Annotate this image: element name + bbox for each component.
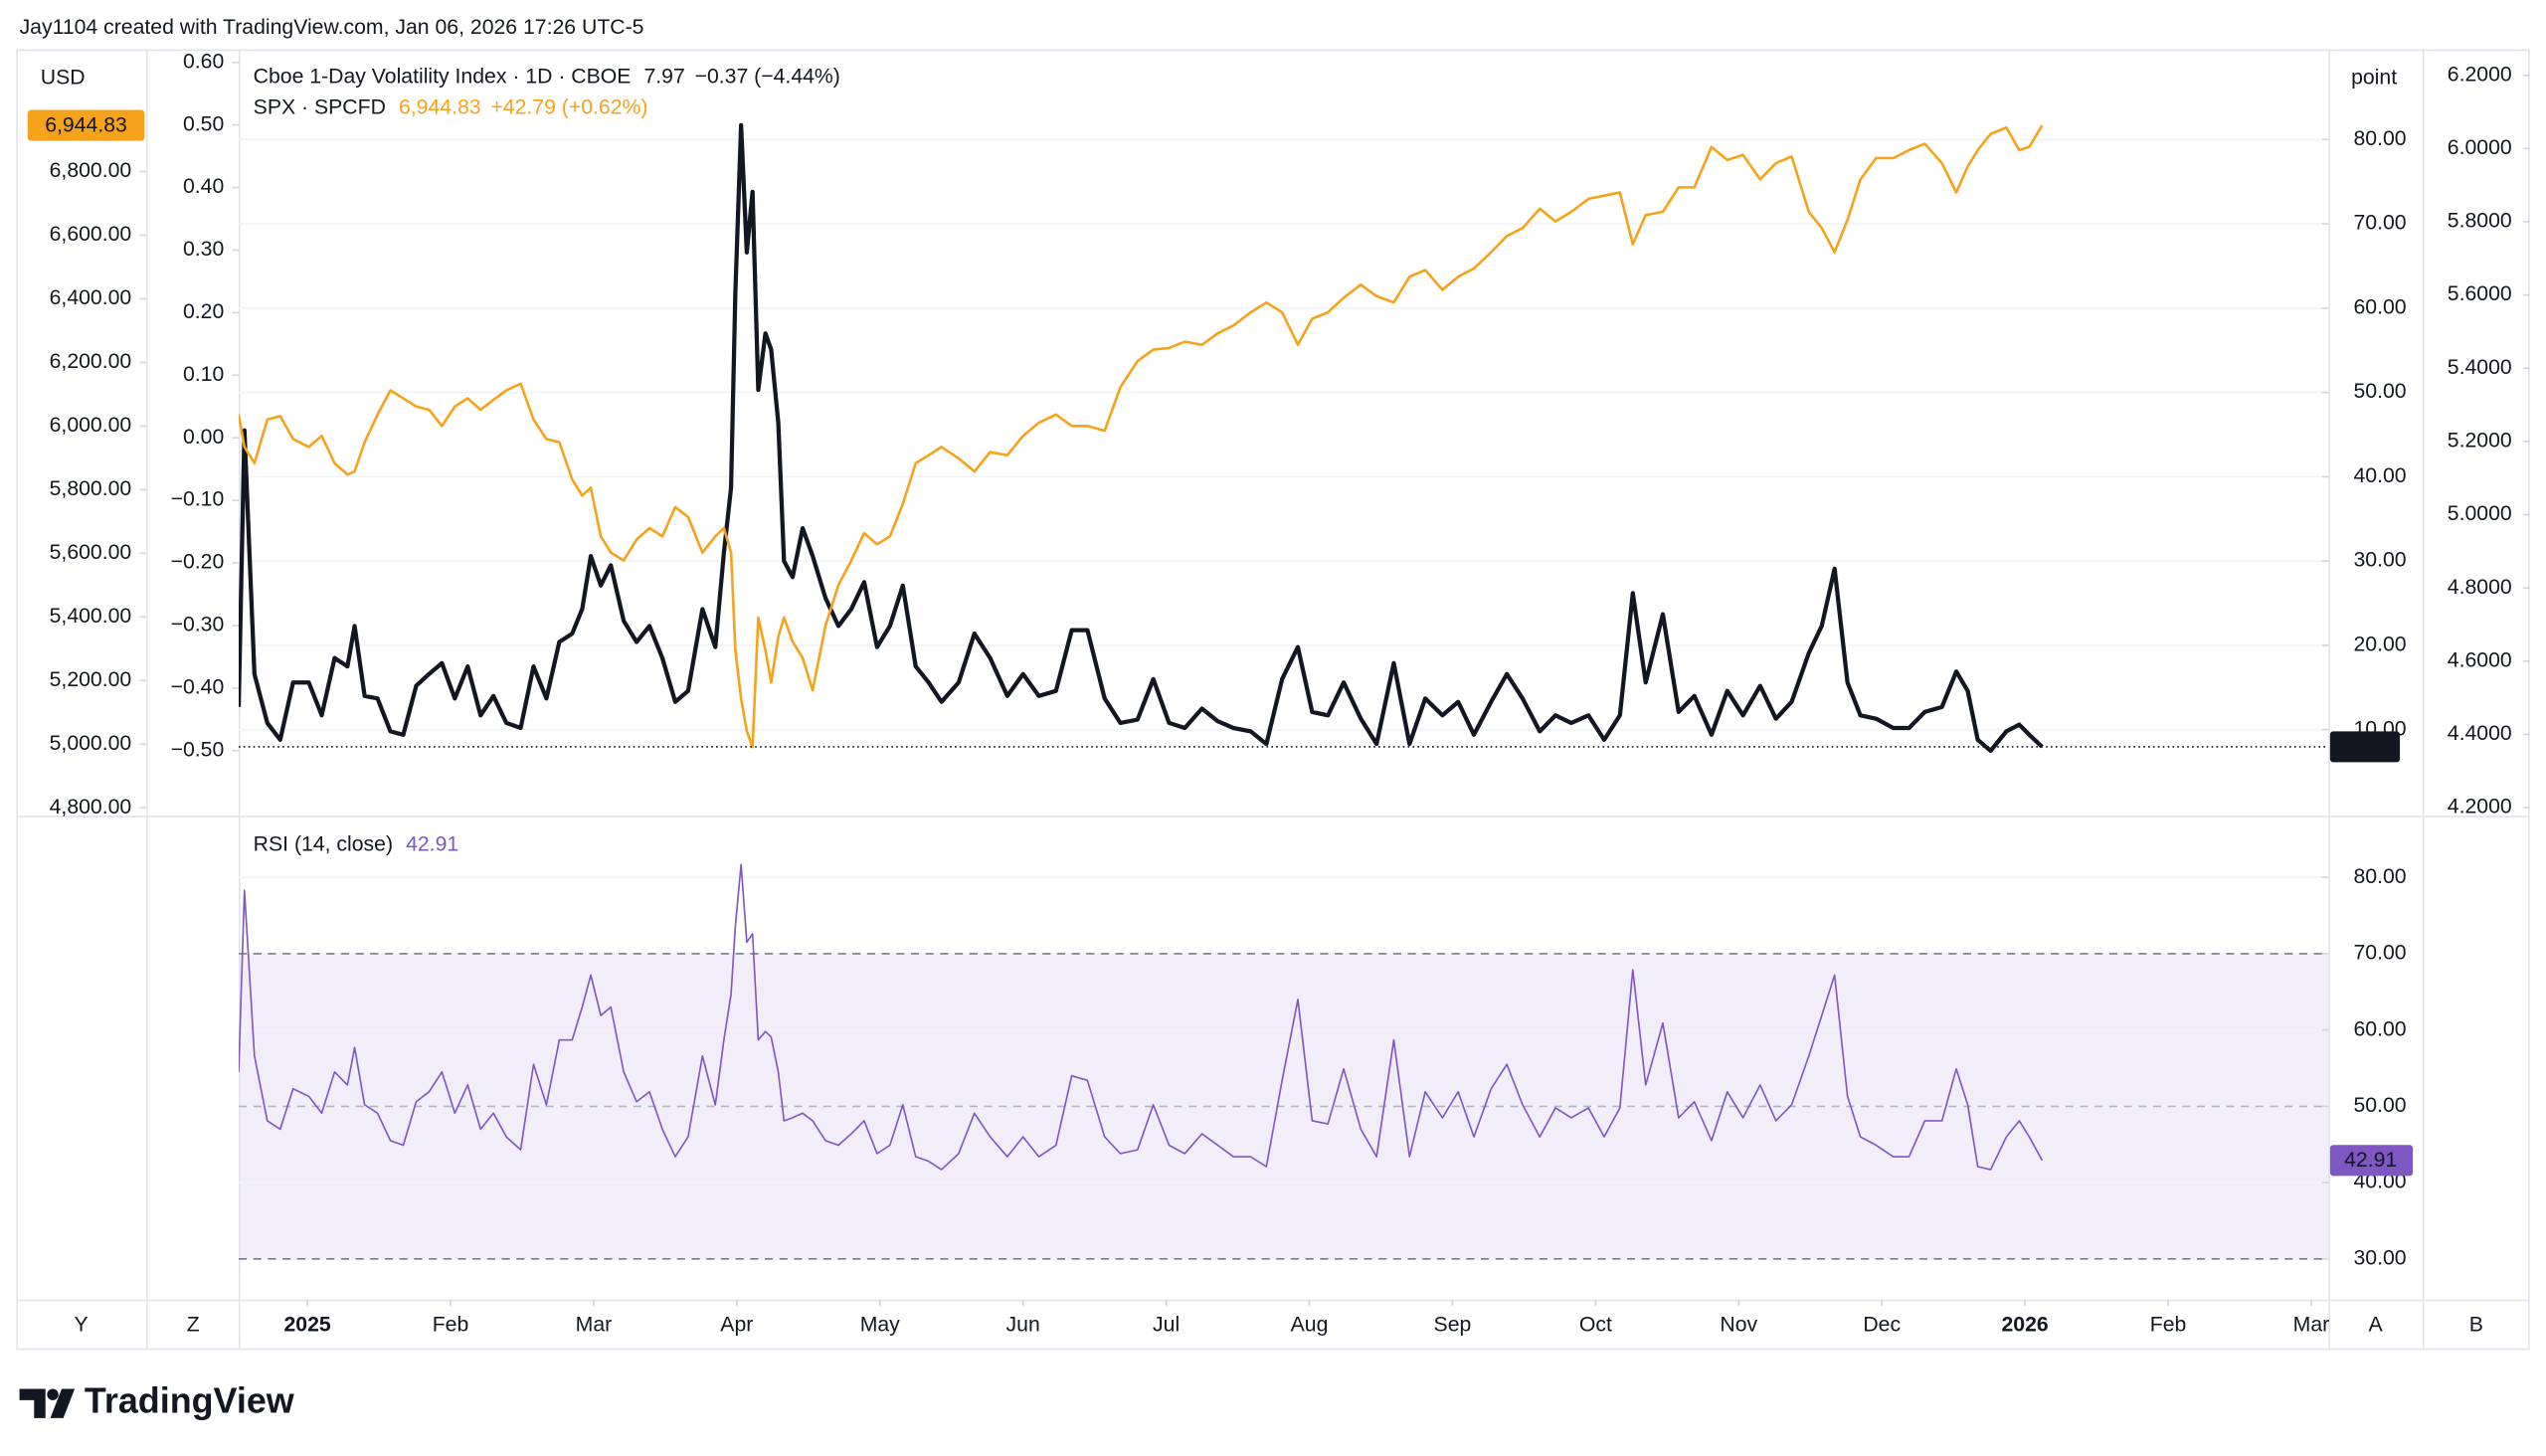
y-tick-label: 0.20 [183, 300, 224, 323]
x-tick-label: Apr [720, 1313, 753, 1336]
logo-mark [50, 1388, 76, 1418]
y-tick-label: 4.8000 [2448, 576, 2512, 599]
y-tick-label: 5.8000 [2448, 210, 2512, 233]
y-tick-label: 20.00 [2353, 634, 2406, 656]
y-tick-label: 60.00 [2353, 295, 2406, 318]
y-tick-label: 30.00 [2353, 1246, 2406, 1269]
y-tick-label: −0.10 [171, 488, 225, 511]
y-tick-label: −0.20 [171, 551, 225, 574]
legend-change: +42.79 (+0.62%) [490, 95, 647, 118]
y-tick-label: −0.40 [171, 675, 225, 698]
y-tick-label: 50.00 [2353, 380, 2406, 403]
x-tick-label: Aug [1291, 1313, 1329, 1336]
y-tick-label: 5.6000 [2448, 282, 2512, 305]
x-tick-label: Feb [433, 1313, 469, 1336]
x-tick-label: Mar [576, 1313, 613, 1336]
y-tick-label: 60.00 [2353, 1017, 2406, 1040]
legend-entry: RSI (14, close) 42.91 [254, 832, 458, 855]
y-tick-label: 4.6000 [2448, 648, 2512, 671]
y-tick-label: 6,200.00 [50, 350, 132, 373]
toolbar-button[interactable]: B [2469, 1313, 2483, 1336]
price-label: 6,944.83 [45, 113, 127, 136]
x-tick-label: 2026 [2002, 1313, 2049, 1336]
toolbar-button[interactable]: A [2368, 1313, 2383, 1336]
y-tick-label: 40.00 [2353, 464, 2406, 487]
legend-value: 7.97 [643, 65, 684, 88]
y-tick-label: 6,600.00 [50, 223, 132, 246]
legend-entry: SPX · SPCFD 6,944.83 +42.79 (+0.62%) [254, 95, 648, 118]
y-tick-label: 6,000.00 [50, 414, 132, 437]
series-line [239, 124, 2044, 749]
price-label-box [2329, 731, 2401, 763]
y-tick-label: −0.50 [171, 738, 225, 761]
x-tick-label: Jun [1006, 1313, 1040, 1336]
left-axis-unit: USD [41, 67, 86, 90]
legend-value: 42.91 [406, 832, 458, 855]
y-tick-label: 40.00 [2353, 1171, 2406, 1193]
x-tick-label: May [860, 1313, 900, 1336]
series-line [239, 122, 2044, 754]
y-tick-label: 0.30 [183, 238, 224, 261]
y-tick-label: 0.00 [183, 426, 224, 449]
brand-name: TradingView [85, 1380, 294, 1421]
frame-border [16, 49, 2530, 1351]
y-tick-label: 5,000.00 [50, 732, 132, 755]
right-axis-unit: point [2351, 67, 2397, 90]
x-tick-label: Mar [2293, 1313, 2330, 1336]
price-label-box [2329, 1145, 2414, 1177]
legend-name: Cboe 1-Day Volatility Index · 1D · CBOE [254, 65, 632, 88]
legend-name: RSI (14, close) [254, 832, 393, 855]
x-tick-label: Jul [1153, 1313, 1180, 1336]
y-tick-label: −0.30 [171, 614, 225, 637]
y-tick-label: 5.0000 [2448, 502, 2512, 525]
y-tick-label: 0.60 [183, 50, 224, 73]
y-tick-label: 30.00 [2353, 549, 2406, 572]
price-label: 7.97 [2343, 735, 2384, 758]
price-label: 42.91 [2344, 1149, 2397, 1172]
y-tick-label: 80.00 [2353, 865, 2406, 888]
y-tick-label: 5,400.00 [50, 605, 132, 628]
y-tick-label: 5.2000 [2448, 429, 2512, 452]
y-tick-label: 0.50 [183, 112, 224, 135]
toolbar-button[interactable]: Y [75, 1313, 89, 1336]
y-tick-label: 6.0000 [2448, 136, 2512, 159]
legend-entry: Cboe 1-Day Volatility Index · 1D · CBOE 7… [254, 65, 840, 88]
y-tick-label: 6,400.00 [50, 286, 132, 309]
brand-logo [19, 1388, 76, 1418]
logo-mark [19, 1388, 46, 1418]
x-tick-label: Nov [1720, 1313, 1757, 1336]
legend-name: SPX · SPCFD [254, 95, 386, 118]
y-tick-label: 80.00 [2353, 127, 2406, 150]
y-tick-label: 6.2000 [2448, 63, 2512, 86]
x-tick-label: 2025 [283, 1313, 330, 1336]
y-tick-label: 0.10 [183, 363, 224, 386]
logo-mark [47, 1388, 59, 1400]
y-tick-label: 4.4000 [2448, 722, 2512, 745]
y-tick-label: 5,200.00 [50, 668, 132, 691]
credit: Jay1104 created with TradingView.com, Ja… [20, 16, 644, 39]
y-tick-label: 70.00 [2353, 212, 2406, 235]
x-tick-label: Feb [2150, 1313, 2187, 1336]
y-tick-label: 5,800.00 [50, 477, 132, 500]
y-tick-label: 5,600.00 [50, 541, 132, 564]
x-tick-label: Sep [1434, 1313, 1472, 1336]
series-line [239, 863, 2044, 1171]
y-tick-label: 4,800.00 [50, 796, 132, 819]
frame [16, 49, 2530, 1351]
legend-value: 6,944.83 [399, 95, 481, 118]
y-tick-label: 5.4000 [2448, 356, 2512, 379]
x-tick-label: Dec [1863, 1313, 1901, 1336]
legend-change: −0.37 (−4.44%) [695, 65, 840, 88]
y-tick-label: 70.00 [2353, 942, 2406, 965]
y-tick-label: 4.2000 [2448, 796, 2512, 819]
x-tick-label: Oct [1579, 1313, 1612, 1336]
y-tick-label: 50.00 [2353, 1094, 2406, 1117]
price-label-box [27, 109, 145, 141]
y-tick-label: 0.40 [183, 175, 224, 198]
y-tick-label: 6,800.00 [50, 159, 132, 182]
toolbar-button[interactable]: Z [187, 1313, 200, 1336]
